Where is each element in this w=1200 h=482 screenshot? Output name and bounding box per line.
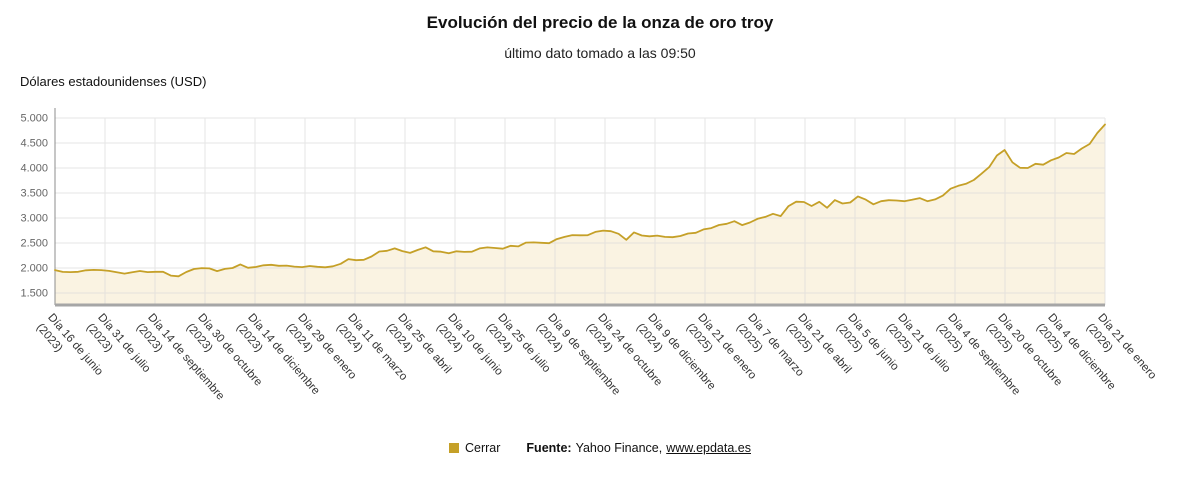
price-area-chart: 1.500 2.000 2.500 3.000 3.500 4.000 4.500 5.000	[20, 108, 1106, 307]
legend-item-cerrar[interactable]: Cerrar	[449, 441, 500, 455]
y-tick-label: 4.500	[20, 138, 48, 150]
chart-area: 1.500 2.000 2.500 3.000 3.500 4.000 4.500 5.000…	[0, 98, 1200, 428]
legend: Cerrar Fuente: Yahoo Finance, www.epdata…	[0, 441, 1200, 455]
y-tick-label: 3.000	[20, 213, 48, 225]
y-tick-label: 5.000	[20, 113, 48, 125]
y-tick-label: 1.500	[20, 288, 48, 300]
y-axis-title: Dólares estadounidenses (USD)	[20, 74, 207, 89]
legend-series-label: Cerrar	[465, 441, 501, 455]
source-label: Fuente:	[526, 441, 572, 455]
source-attribution: Fuente: Yahoo Finance, www.epdata.es	[526, 441, 751, 455]
chart-title: Evolución del precio de la onza de oro t…	[426, 13, 774, 32]
source-link[interactable]: www.epdata.es	[666, 441, 751, 455]
chart-subtitle: último dato tomado a las 09:50	[504, 45, 696, 61]
y-tick-label: 4.000	[20, 163, 48, 175]
legend-swatch-icon	[449, 443, 459, 453]
y-tick-label: 3.500	[20, 188, 48, 200]
y-tick-label: 2.500	[20, 238, 48, 250]
source-name: Yahoo Finance,	[575, 441, 663, 455]
y-tick-label: 2.000	[20, 263, 48, 275]
